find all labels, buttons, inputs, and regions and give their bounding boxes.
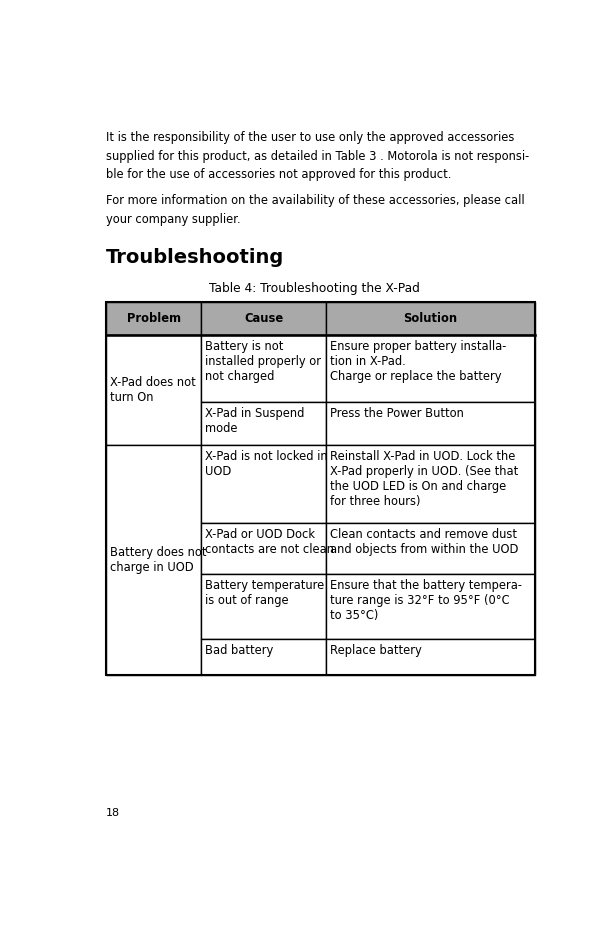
- Text: Replace battery: Replace battery: [330, 644, 421, 657]
- Bar: [201, 302, 327, 336]
- Text: 18: 18: [106, 808, 120, 818]
- Text: It is the responsibility of the user to use only the approved accessories: It is the responsibility of the user to …: [106, 131, 515, 144]
- Text: Press the Power Button: Press the Power Button: [330, 407, 464, 420]
- Text: Table 4: Troubleshooting the X-Pad: Table 4: Troubleshooting the X-Pad: [209, 282, 420, 295]
- Bar: [201, 574, 327, 640]
- Text: Solution: Solution: [403, 312, 457, 325]
- Text: Bad battery: Bad battery: [204, 644, 273, 657]
- Bar: [201, 640, 327, 675]
- Text: X-Pad or UOD Dock
contacts are not clean: X-Pad or UOD Dock contacts are not clean: [204, 527, 333, 555]
- Bar: [106, 445, 201, 675]
- Text: supplied for this product, as detailed in Table 3 . Motorola is not responsi-: supplied for this product, as detailed i…: [106, 150, 529, 163]
- Bar: [327, 402, 535, 445]
- Text: Ensure that the battery tempera-
ture range is 32°F to 95°F (0°C
to 35°C): Ensure that the battery tempera- ture ra…: [330, 580, 522, 623]
- Bar: [327, 302, 535, 336]
- Text: X-Pad does not
turn On: X-Pad does not turn On: [109, 376, 195, 404]
- Text: Troubleshooting: Troubleshooting: [106, 248, 284, 266]
- Bar: [201, 336, 327, 402]
- Bar: [106, 302, 201, 336]
- Text: Ensure proper battery installa-
tion in X-Pad.
Charge or replace the battery: Ensure proper battery installa- tion in …: [330, 340, 506, 383]
- Text: Reinstall X-Pad in UOD. Lock the
X-Pad properly in UOD. (See that
the UOD LED is: Reinstall X-Pad in UOD. Lock the X-Pad p…: [330, 450, 518, 508]
- Bar: [201, 445, 327, 523]
- Bar: [327, 445, 535, 523]
- Text: your company supplier.: your company supplier.: [106, 213, 241, 226]
- Text: Problem: Problem: [126, 312, 181, 325]
- Bar: [201, 523, 327, 574]
- Bar: [327, 640, 535, 675]
- Text: X-Pad in Suspend
mode: X-Pad in Suspend mode: [204, 407, 304, 435]
- Text: ble for the use of accessories not approved for this product.: ble for the use of accessories not appro…: [106, 168, 452, 181]
- Bar: [327, 336, 535, 402]
- Text: Battery is not
installed properly or
not charged: Battery is not installed properly or not…: [204, 340, 321, 383]
- Text: For more information on the availability of these accessories, please call: For more information on the availability…: [106, 194, 525, 208]
- Bar: [201, 402, 327, 445]
- Bar: [106, 336, 201, 445]
- Text: Cause: Cause: [244, 312, 284, 325]
- Bar: [106, 302, 535, 675]
- Bar: [327, 574, 535, 640]
- Text: Battery does not
charge in UOD: Battery does not charge in UOD: [109, 546, 206, 574]
- Text: Battery temperature
is out of range: Battery temperature is out of range: [204, 580, 324, 608]
- Text: Clean contacts and remove dust
and objects from within the UOD: Clean contacts and remove dust and objec…: [330, 527, 518, 555]
- Bar: [327, 523, 535, 574]
- Text: X-Pad is not locked in
UOD: X-Pad is not locked in UOD: [204, 450, 327, 478]
